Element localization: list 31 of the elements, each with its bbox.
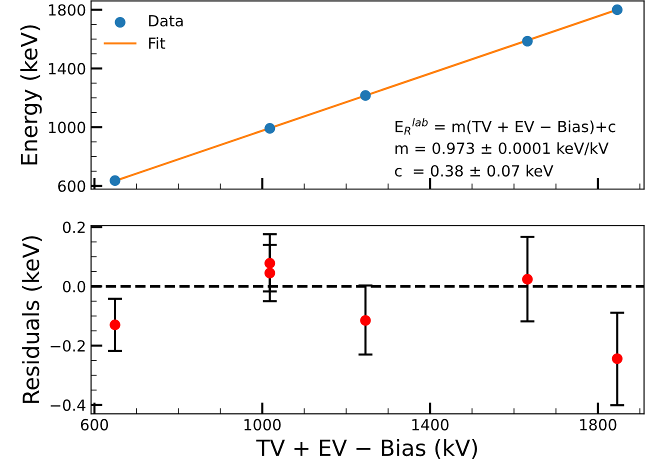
point: [522, 36, 533, 47]
y-tick-label: 600: [58, 180, 86, 192]
x-tick-label: 1800: [580, 418, 616, 430]
y-tick-label: 0.2: [62, 222, 85, 234]
legend-label: Data: [149, 15, 183, 27]
annotation: c = 0.38 ± 0.07 keV: [394, 164, 554, 177]
y-tick-label: 1800: [49, 4, 86, 16]
x-tick-label: 1000: [244, 418, 281, 430]
y-tick-label: 0.0: [62, 280, 86, 292]
point: [110, 175, 120, 186]
y-axis-title: Energy (keV): [20, 25, 42, 164]
point: [360, 90, 371, 101]
point: [522, 274, 533, 285]
point: [612, 353, 623, 364]
point: [612, 4, 623, 16]
point: [360, 315, 371, 326]
point: [264, 258, 276, 269]
point: [264, 123, 276, 134]
x-tick-label: 1400: [412, 418, 449, 430]
y-tick-label: −0.4: [50, 399, 86, 411]
legend-label: Fit: [149, 37, 166, 49]
y-tick-label: 1400: [49, 62, 86, 74]
x-axis-title: TV + EV − Bias (kV): [256, 439, 477, 459]
x-tick-label: 600: [80, 418, 108, 430]
y-axis-title: Residuals (keV): [22, 236, 42, 403]
y-tick-label: −0.2: [50, 340, 85, 352]
annotation: m = 0.973 ± 0.0001 keV/kV: [396, 142, 609, 156]
point: [264, 268, 276, 278]
point: [110, 320, 120, 330]
y-tick-label: 1000: [49, 122, 86, 134]
annotation: E$_{R}$$^{lab}$ = m(TV + EV − Bias)+c: [396, 118, 616, 135]
